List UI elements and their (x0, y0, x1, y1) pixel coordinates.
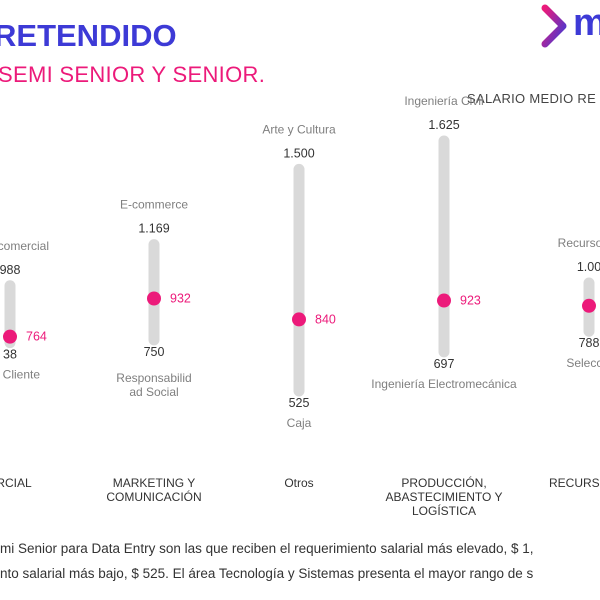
min-value-label: 788 (579, 336, 600, 350)
footer-line-2: nto salarial más bajo, $ 525. El área Te… (0, 566, 534, 581)
footer-line-1: mi Senior para Data Entry son las que re… (0, 541, 534, 556)
legend-label: SALARIO MEDIO RE (467, 91, 597, 106)
mean-value-label: 764 (26, 330, 47, 344)
max-role-label: ento comercial (0, 239, 49, 253)
mean-value-label: 923 (460, 294, 481, 308)
max-value-label: 1.625 (428, 118, 459, 132)
category-label: ERCIAL (0, 476, 32, 490)
category-label: Otros (284, 476, 313, 490)
mean-point (3, 329, 17, 344)
category-label: MARKETING Y (113, 476, 195, 490)
category-label: COMUNICACIÓN (106, 489, 201, 504)
category-label: LOGÍSTICA (412, 503, 476, 518)
max-role-label: Arte y Cultura (262, 122, 336, 136)
max-value-label: 1.500 (283, 146, 314, 160)
max-role-label: E-commerce (120, 198, 188, 212)
page-title: RETENDIDO (0, 18, 177, 53)
brand-logo-text: m (573, 2, 600, 44)
min-role-label: Selecció (566, 356, 600, 370)
mean-point (437, 293, 451, 308)
min-role-label: Caja (287, 416, 312, 430)
brand-chevron-icon (541, 4, 567, 48)
mean-point (582, 298, 596, 313)
mean-value-label: 840 (315, 312, 336, 326)
max-value-label: 1.169 (138, 222, 169, 236)
max-value-label: 1.00 (577, 260, 600, 274)
max-value-label: 988 (0, 263, 20, 277)
mean-point (292, 312, 306, 327)
max-role-label: Ingeniería Civil (404, 94, 483, 108)
page-subtitle: SEMI SENIOR Y SENIOR. (0, 62, 266, 87)
min-role-label: Responsabilid (116, 371, 191, 385)
min-role-label: ad Social (129, 385, 178, 399)
mean-point (147, 291, 161, 306)
category-label: RECURSOS H (549, 476, 600, 490)
category-label: PRODUCCIÓN, (401, 475, 486, 490)
min-value-label: 750 (144, 345, 165, 359)
category-label: ABASTECIMIENTO Y (386, 490, 503, 504)
min-value-label: 525 (289, 396, 310, 410)
min-value-label: 38 (3, 348, 17, 362)
mean-value-label: 932 (170, 292, 191, 306)
min-role-label: Ingeniería Electromecánica (371, 377, 517, 391)
min-value-label: 697 (434, 357, 455, 371)
max-role-label: Recursos H (558, 236, 600, 250)
min-role-label: a al Cliente (0, 368, 40, 382)
